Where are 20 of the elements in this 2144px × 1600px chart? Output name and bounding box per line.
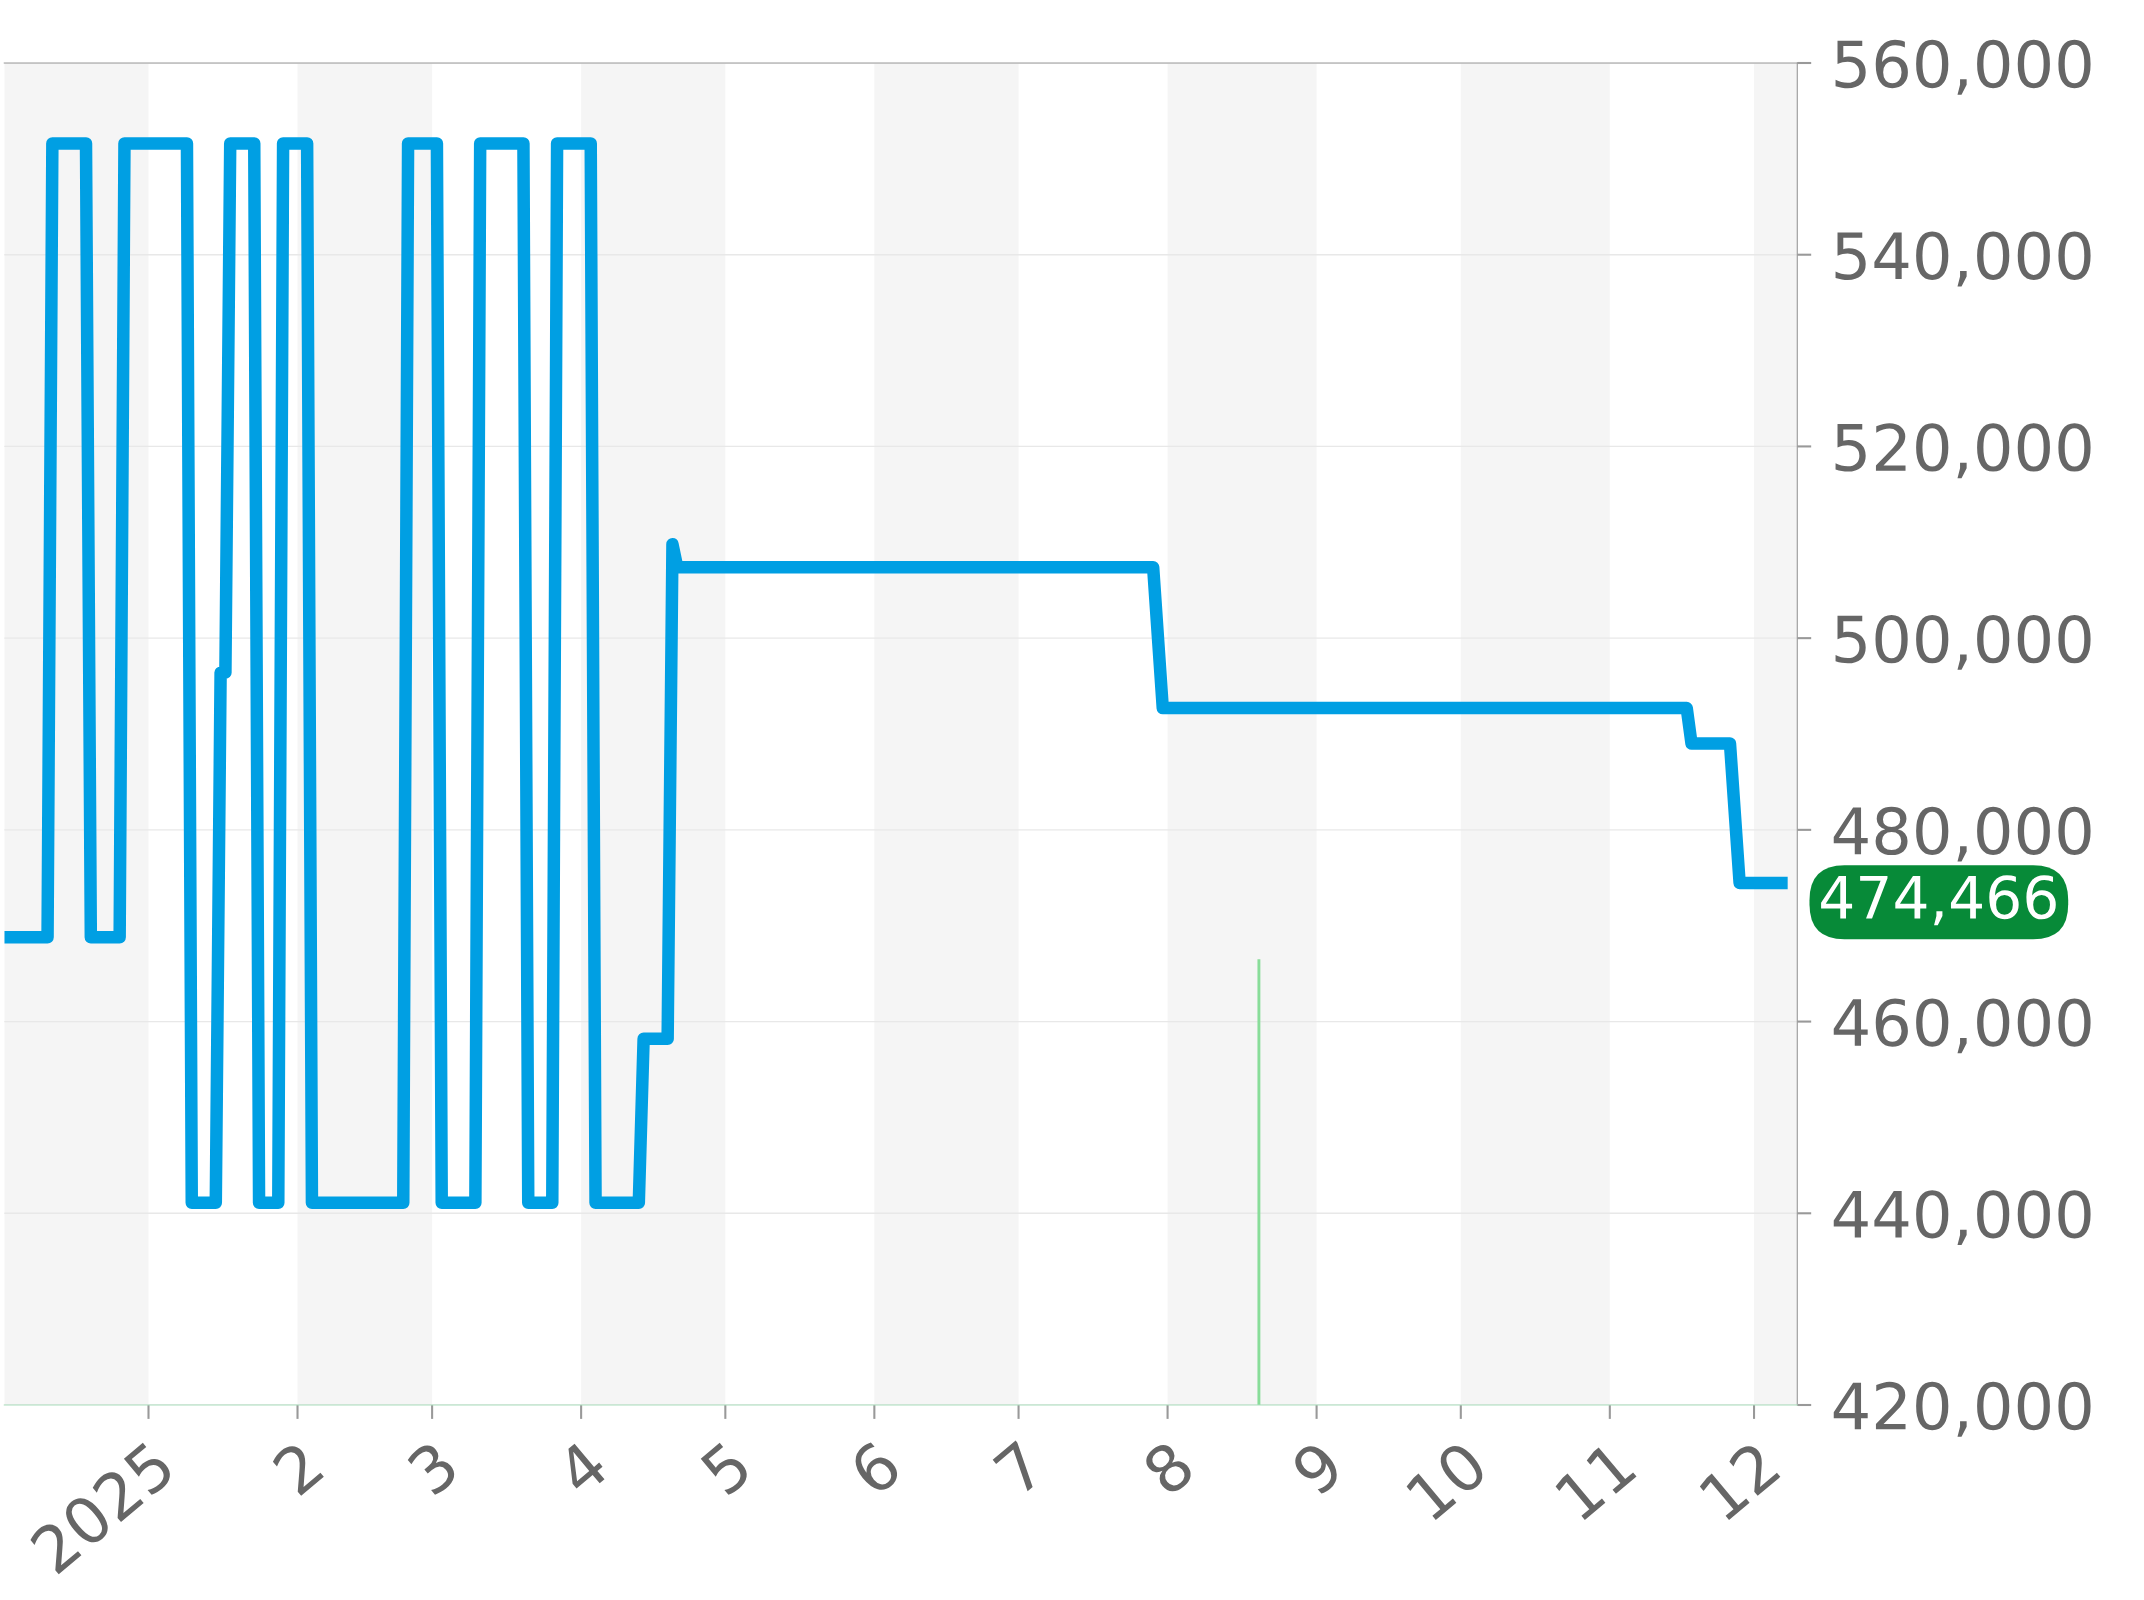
y-tick-label: 500,000: [1835, 615, 2091, 670]
x-tick-label: 5: [699, 1440, 753, 1497]
y-tick-label: 560,000: [1835, 39, 2091, 95]
y-tick-label: 460,000: [1833, 998, 2091, 1054]
x-tick-label: 2: [270, 1440, 324, 1496]
x-tick-label: 6: [847, 1439, 904, 1497]
y-tick-label: 480,000: [1833, 806, 2091, 862]
y-tick-label: 520,000: [1835, 423, 2091, 479]
x-tick-label: 7: [992, 1440, 1046, 1496]
y-tick-label: 420,000: [1833, 1381, 2091, 1437]
x-tick-label: 10: [1404, 1439, 1490, 1522]
y-tick-label: 440,000: [1833, 1190, 2091, 1245]
x-tick-label: 8: [1140, 1439, 1197, 1497]
x-tick-label: 12: [1697, 1440, 1781, 1521]
x-tick-label: 4: [553, 1439, 610, 1497]
x-tick-label: 11: [1554, 1440, 1637, 1521]
x-tick-label: 3: [405, 1439, 460, 1497]
annotation: 474,466: [1821, 875, 2056, 926]
y-tick-label: 540,000: [1835, 231, 2091, 287]
x-tick-label: 9: [1289, 1439, 1345, 1497]
